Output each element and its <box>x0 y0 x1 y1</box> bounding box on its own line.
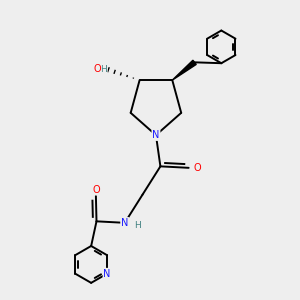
Polygon shape <box>172 60 196 80</box>
Text: H: H <box>100 65 107 74</box>
Text: O: O <box>92 184 100 194</box>
Text: N: N <box>152 130 160 140</box>
Text: H: H <box>134 221 141 230</box>
Text: N: N <box>121 218 128 228</box>
Text: O: O <box>193 163 201 173</box>
Text: N: N <box>103 268 111 279</box>
Text: O: O <box>93 64 101 74</box>
